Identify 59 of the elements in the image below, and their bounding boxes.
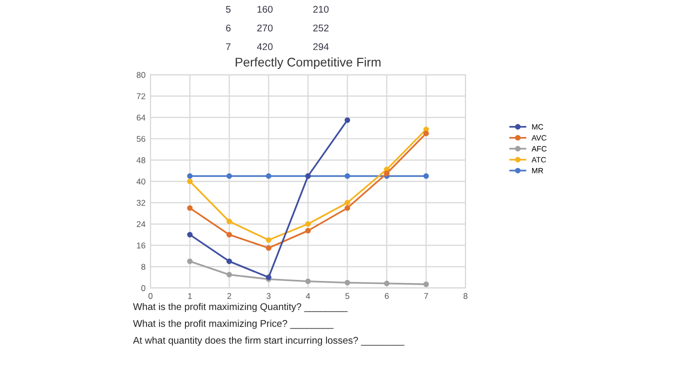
point	[344, 117, 350, 123]
text: What is the profit maximizing Quantity? ________	[133, 302, 348, 312]
point	[423, 173, 429, 179]
point	[187, 178, 193, 184]
point	[344, 200, 350, 206]
x-tick-label: 1	[188, 293, 192, 299]
point	[187, 205, 193, 211]
x-tick-label: 5	[345, 293, 350, 299]
text: 252	[313, 24, 329, 32]
text: 270	[257, 24, 273, 32]
point	[344, 280, 350, 286]
text: 5	[226, 6, 231, 13]
text: 420	[257, 43, 273, 50]
chart-title: Perfectly Competitive Firm	[236, 57, 380, 70]
point	[305, 228, 311, 234]
point	[226, 258, 232, 264]
point	[305, 278, 311, 284]
point	[423, 130, 429, 136]
y-tick-label: 16	[137, 242, 146, 248]
point	[266, 245, 272, 251]
y-tick-label: 32	[136, 200, 146, 206]
x-tick-label: 3	[266, 293, 271, 299]
x-tick-label: 7	[424, 293, 428, 299]
y-tick-label: 72	[136, 93, 146, 100]
text: 6	[226, 24, 231, 32]
text: At what quantity does the firm start incurring losses? ________	[133, 336, 404, 346]
point	[384, 280, 390, 286]
text: 160	[258, 6, 273, 13]
x-tick-label: 0	[148, 293, 152, 299]
text: 210	[313, 6, 329, 13]
point	[226, 232, 232, 238]
point	[187, 173, 193, 179]
y-tick-label: 24	[136, 221, 146, 228]
y-tick-label: 64	[136, 114, 146, 121]
y-tick-label: 40	[136, 178, 146, 184]
point	[384, 170, 390, 176]
point	[423, 281, 429, 288]
x-tick-label: 4	[306, 293, 310, 299]
point	[187, 258, 193, 264]
point	[226, 173, 232, 179]
text: What is the profit maximizing Price? ________	[133, 320, 334, 329]
point	[305, 221, 311, 227]
y-tick-label: 48	[136, 157, 146, 164]
point	[344, 205, 350, 211]
y-tick-label: 80	[136, 72, 146, 78]
y-tick-label: 0	[141, 285, 146, 292]
text: 294	[313, 43, 329, 50]
point	[226, 218, 232, 224]
text: 7	[226, 43, 231, 50]
x-tick-label: 2	[227, 293, 232, 299]
y-tick-label: 56	[136, 136, 146, 142]
point	[344, 173, 350, 179]
y-tick-label: 8	[141, 264, 146, 270]
point	[226, 272, 232, 278]
point	[266, 237, 272, 243]
x-tick-label: 6	[384, 293, 389, 299]
point	[266, 173, 272, 179]
x-tick-label: 8	[464, 293, 468, 299]
point	[187, 232, 193, 238]
